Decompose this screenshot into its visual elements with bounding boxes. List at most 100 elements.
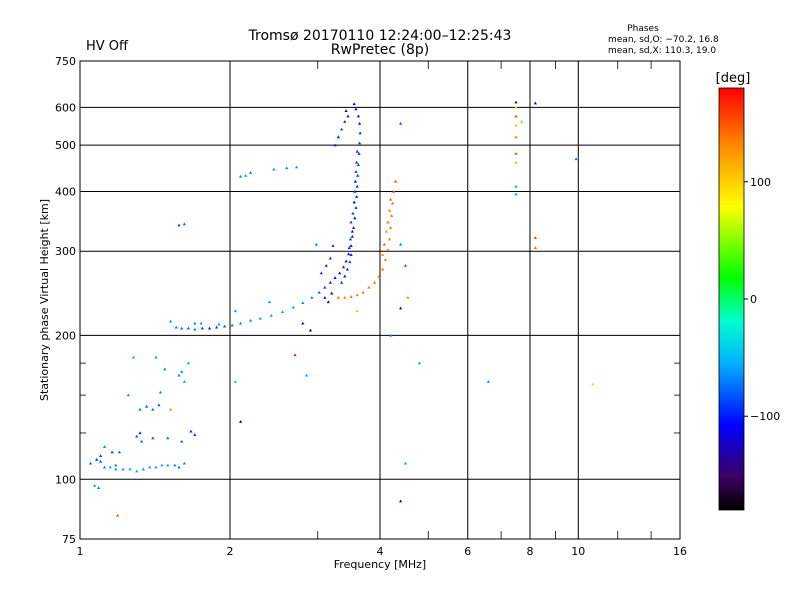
data-point	[314, 242, 318, 246]
x-axis-label: Frequency [MHz]	[334, 558, 426, 571]
data-point	[417, 361, 422, 365]
x-tick-label: 4	[377, 545, 384, 558]
data-point	[215, 325, 219, 329]
data-point	[392, 189, 396, 193]
data-point	[381, 253, 385, 256]
data-point	[323, 285, 327, 289]
data-point	[349, 295, 353, 298]
data-point	[114, 467, 118, 471]
x-axis-ticks: 1 2 4 6 8 10 16	[77, 545, 688, 558]
data-point	[285, 166, 289, 170]
data-point	[355, 309, 359, 313]
data-point	[182, 461, 186, 465]
data-point	[138, 407, 142, 411]
data-point	[358, 131, 362, 135]
data-point	[200, 326, 204, 330]
data-point	[357, 121, 362, 125]
data-point	[310, 295, 314, 299]
data-point	[356, 173, 360, 177]
data-point	[331, 244, 335, 247]
data-point	[114, 463, 118, 467]
data-point	[121, 467, 125, 471]
data-point	[186, 326, 190, 330]
data-point	[308, 328, 313, 332]
colorbar-tick-label: −100	[750, 410, 780, 423]
y-tick-label: 300	[55, 245, 76, 258]
stats-line-x: mean, sd,X: 110.3, 19.0	[608, 46, 716, 56]
data-point	[345, 267, 349, 271]
data-point	[574, 157, 578, 161]
data-point	[151, 407, 155, 411]
data-point	[520, 120, 524, 123]
data-point	[272, 167, 276, 171]
data-point	[353, 179, 357, 183]
data-point	[233, 380, 237, 383]
data-point	[267, 300, 272, 304]
x-tick-label: 10	[571, 545, 585, 558]
data-point	[135, 434, 139, 438]
colorbar-tick-label: 0	[750, 293, 757, 306]
data-point	[383, 258, 387, 261]
data-point	[117, 450, 122, 454]
data-point	[514, 135, 518, 139]
data-point	[389, 214, 394, 217]
data-point	[166, 436, 170, 440]
stats-line-o: mean, sd,O: −70.2, 16.8	[608, 35, 719, 45]
data-point	[338, 271, 342, 275]
data-point	[394, 179, 398, 183]
data-point	[403, 461, 408, 465]
data-point	[280, 310, 285, 314]
data-point	[355, 184, 359, 188]
data-point	[386, 248, 390, 252]
data-point	[354, 170, 358, 173]
data-point	[399, 242, 403, 246]
data-point	[514, 152, 518, 155]
minor-grid	[80, 61, 680, 539]
data-point	[352, 200, 356, 204]
data-point	[384, 229, 388, 233]
data-point	[381, 267, 385, 271]
data-point	[186, 361, 190, 365]
data-point	[372, 280, 377, 284]
data-point	[387, 208, 392, 212]
data-point	[160, 463, 164, 467]
data-point	[238, 420, 243, 423]
y-tick-label: 100	[55, 473, 76, 486]
data-point	[154, 465, 158, 469]
data-point	[269, 314, 273, 317]
data-point	[514, 160, 518, 164]
data-point	[199, 321, 203, 325]
plot-frame	[79, 60, 681, 540]
data-point	[406, 295, 410, 299]
data-point	[258, 316, 262, 320]
data-point	[207, 326, 212, 330]
data-point	[233, 309, 237, 313]
data-point	[294, 165, 299, 169]
data-point	[344, 259, 348, 263]
data-point	[93, 484, 97, 487]
data-point	[193, 321, 197, 325]
x-tick-label: 6	[464, 545, 471, 558]
data-point	[102, 445, 107, 448]
data-point	[340, 280, 344, 284]
data-point	[131, 355, 136, 359]
data-point	[158, 390, 163, 394]
data-point	[354, 107, 358, 111]
data-point	[323, 295, 327, 299]
data-points	[88, 100, 595, 517]
y-tick-label: 400	[55, 185, 76, 198]
data-point	[514, 105, 518, 109]
data-point	[514, 192, 518, 196]
data-point	[180, 439, 184, 443]
data-point	[166, 463, 170, 467]
data-point	[99, 459, 103, 463]
data-point	[189, 429, 193, 433]
x-tick-label: 2	[227, 545, 234, 558]
data-point	[110, 450, 114, 454]
data-point	[135, 469, 139, 473]
data-point	[126, 393, 130, 397]
data-point	[326, 300, 330, 304]
data-point	[353, 216, 357, 220]
data-point	[336, 135, 340, 139]
